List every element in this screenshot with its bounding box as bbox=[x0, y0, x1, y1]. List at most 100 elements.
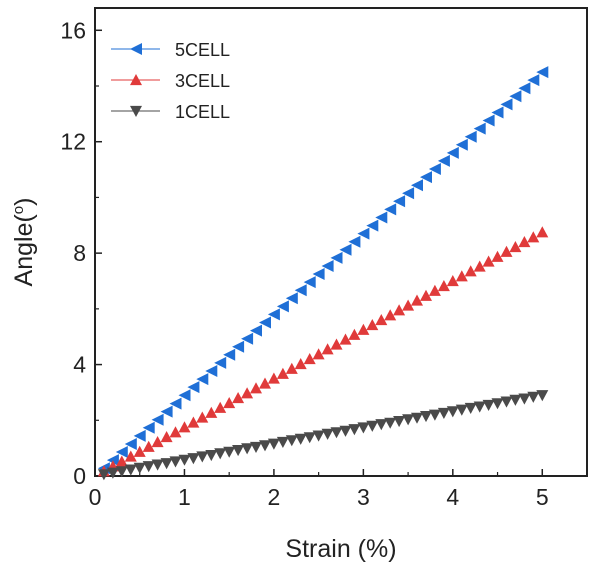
data-point bbox=[303, 276, 316, 289]
data-point bbox=[330, 338, 343, 350]
data-point bbox=[428, 409, 441, 421]
data-point bbox=[357, 227, 370, 240]
data-point bbox=[518, 393, 531, 405]
data-point bbox=[259, 440, 271, 452]
data-point bbox=[115, 455, 128, 467]
data-point bbox=[482, 255, 495, 267]
x-tick-label: 5 bbox=[536, 484, 549, 510]
data-point bbox=[482, 399, 495, 411]
data-point bbox=[384, 203, 397, 216]
data-point bbox=[276, 367, 289, 379]
legend-marker bbox=[130, 43, 142, 55]
data-point bbox=[303, 432, 316, 444]
data-point bbox=[196, 373, 209, 386]
data-point bbox=[294, 284, 307, 297]
data-point bbox=[536, 66, 549, 79]
data-point bbox=[455, 270, 468, 282]
data-point bbox=[375, 211, 388, 224]
data-point bbox=[446, 275, 459, 287]
data-point bbox=[160, 431, 173, 443]
data-point bbox=[420, 411, 432, 423]
data-point bbox=[428, 163, 441, 175]
data-point bbox=[169, 397, 182, 410]
data-point bbox=[366, 420, 379, 432]
data-point bbox=[518, 82, 531, 95]
y-tick-label: 4 bbox=[73, 352, 86, 378]
data-point bbox=[294, 433, 307, 445]
data-point bbox=[106, 454, 119, 467]
data-point bbox=[402, 299, 415, 311]
data-point bbox=[267, 438, 280, 450]
data-point bbox=[259, 316, 271, 329]
data-point bbox=[536, 390, 549, 402]
data-point bbox=[241, 443, 254, 455]
y-axis-title: Angle(o) bbox=[10, 198, 38, 287]
data-point bbox=[321, 343, 334, 355]
data-point bbox=[276, 300, 289, 313]
data-point bbox=[205, 406, 218, 418]
data-point bbox=[312, 348, 325, 360]
data-point bbox=[276, 436, 289, 448]
data-point bbox=[402, 414, 415, 426]
data-point bbox=[473, 122, 486, 135]
data-point bbox=[169, 456, 182, 468]
data-point bbox=[214, 401, 227, 413]
data-point bbox=[500, 98, 513, 111]
data-point bbox=[411, 179, 423, 192]
data-point bbox=[411, 412, 423, 424]
data-point bbox=[97, 469, 110, 481]
y-axis-title-sup: o bbox=[10, 206, 27, 214]
data-point bbox=[223, 348, 236, 361]
data-point bbox=[124, 438, 137, 450]
legend-label: 3CELL bbox=[175, 71, 230, 91]
data-point bbox=[437, 407, 450, 419]
data-point bbox=[455, 138, 468, 151]
legend-marker bbox=[130, 74, 142, 86]
x-tick-label: 1 bbox=[178, 484, 191, 510]
data-point bbox=[491, 106, 504, 119]
data-point bbox=[232, 445, 245, 457]
data-point bbox=[151, 413, 164, 426]
data-point bbox=[232, 392, 245, 404]
data-point bbox=[348, 328, 361, 340]
data-point bbox=[375, 314, 388, 326]
data-point bbox=[205, 365, 218, 377]
data-point bbox=[357, 422, 370, 434]
data-point bbox=[223, 397, 236, 409]
marks-layer bbox=[97, 66, 549, 481]
data-point bbox=[509, 394, 522, 406]
data-point bbox=[312, 268, 325, 280]
data-point bbox=[375, 419, 388, 431]
data-point bbox=[115, 466, 128, 478]
x-tick-label: 4 bbox=[446, 484, 459, 510]
data-point bbox=[339, 243, 352, 256]
data-point bbox=[133, 429, 146, 442]
data-point bbox=[321, 260, 334, 272]
data-point bbox=[527, 391, 540, 403]
data-point bbox=[187, 381, 200, 394]
data-point bbox=[106, 467, 119, 479]
data-point bbox=[473, 260, 486, 272]
data-point bbox=[464, 130, 477, 143]
data-point bbox=[366, 319, 379, 331]
data-point bbox=[420, 289, 432, 301]
data-point bbox=[178, 421, 191, 433]
data-point bbox=[527, 74, 540, 87]
data-point bbox=[437, 280, 450, 292]
data-point bbox=[464, 265, 477, 277]
data-point bbox=[366, 219, 379, 232]
data-point bbox=[178, 389, 191, 402]
data-point bbox=[205, 450, 218, 462]
data-point bbox=[124, 450, 137, 462]
y-tick-label: 12 bbox=[60, 129, 86, 155]
data-point bbox=[321, 428, 334, 440]
data-point bbox=[518, 236, 531, 248]
data-point bbox=[339, 333, 352, 345]
data-point bbox=[267, 308, 280, 321]
data-point bbox=[285, 435, 298, 447]
data-point bbox=[411, 294, 423, 306]
data-point bbox=[151, 436, 164, 448]
data-point bbox=[500, 396, 513, 408]
data-point bbox=[509, 90, 522, 103]
